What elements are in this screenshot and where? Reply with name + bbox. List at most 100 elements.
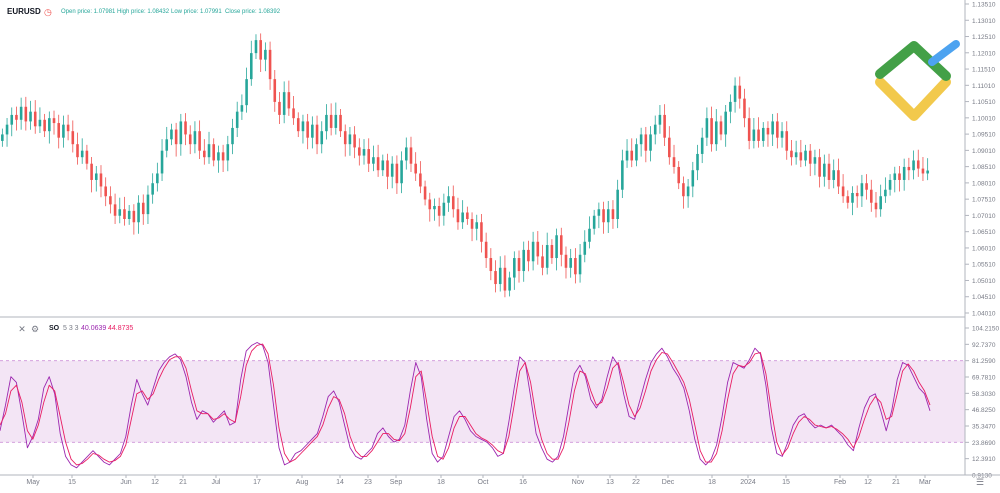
candle-body <box>480 222 483 242</box>
time-tick-label: Jul <box>212 479 221 486</box>
candle-body <box>85 150 89 164</box>
candle-body <box>559 235 563 255</box>
open-price: Open price: 1.07981 <box>61 9 116 15</box>
candle-body <box>231 127 234 145</box>
candle-body <box>217 152 220 161</box>
price-tick-label: 1.12510 <box>972 34 996 41</box>
candle-body <box>677 166 681 184</box>
candle-body <box>513 258 516 278</box>
price-tick-label: 1.04510 <box>972 294 996 301</box>
candle-body <box>381 160 385 171</box>
symbol-label[interactable]: EURUSD <box>7 7 41 16</box>
candle-body <box>165 139 169 151</box>
candle-body <box>123 209 126 219</box>
candle-body <box>733 85 737 102</box>
time-tick-label: 21 <box>179 479 187 486</box>
price-tick-label: 1.06010 <box>972 245 996 252</box>
price-tick-label: 1.10010 <box>972 115 996 122</box>
indicator-name[interactable]: SO <box>49 325 60 332</box>
indicator-tick-label: 46.8250 <box>972 407 996 414</box>
candle-body <box>390 163 394 177</box>
high-price: High price: 1.08432 <box>117 9 170 15</box>
price-tick-label: 1.11510 <box>972 67 995 74</box>
candle-body <box>174 129 178 145</box>
candle-body <box>522 249 526 272</box>
close-price: Close price: 1.08392 <box>225 9 281 15</box>
gear-icon[interactable]: ⚙ <box>30 324 40 334</box>
candle-body <box>170 129 173 140</box>
candle-body <box>353 134 356 148</box>
candle-body <box>635 144 638 161</box>
candle-body <box>118 209 122 216</box>
candle-body <box>240 105 244 112</box>
candle-body <box>423 186 427 200</box>
candle-body <box>362 149 366 156</box>
time-tick-label: 18 <box>708 479 716 486</box>
candle-body <box>156 173 159 184</box>
indicator-tick-label: 0.9130 <box>972 473 992 480</box>
candle-body <box>207 144 211 158</box>
candle-body <box>193 131 197 145</box>
candle-body <box>245 79 248 106</box>
price-tick-label: 1.10510 <box>972 99 996 106</box>
candle-body <box>616 189 619 219</box>
candle-body <box>503 267 507 291</box>
candle-body <box>249 53 253 80</box>
candle-body <box>860 183 864 197</box>
candle-body <box>592 215 596 229</box>
candle-body <box>832 170 836 180</box>
time-tick-label: 12 <box>151 479 159 486</box>
time-tick-label: 13 <box>606 479 614 486</box>
candle-body <box>151 183 154 195</box>
close-icon[interactable]: ✕ <box>18 324 26 334</box>
candle-body <box>719 121 723 135</box>
candle-body <box>790 150 793 158</box>
candle-body <box>71 131 75 145</box>
candle-body <box>489 258 493 272</box>
alert-clock-icon[interactable]: ◷ <box>44 7 52 17</box>
candle-body <box>278 101 281 115</box>
candle-body <box>606 209 610 223</box>
candle-body <box>527 249 530 262</box>
candle-body <box>747 118 751 141</box>
candle-body <box>334 114 338 128</box>
price-tick-label: 1.07010 <box>972 213 996 220</box>
time-tick-label: Feb <box>834 479 846 486</box>
time-tick-label: 21 <box>892 479 900 486</box>
candle-body <box>287 92 291 109</box>
candle-body <box>386 160 389 177</box>
candle-body <box>282 92 286 115</box>
stochastic-d-line <box>0 343 931 466</box>
time-tick-label: 14 <box>336 479 344 486</box>
candle-body <box>583 241 587 255</box>
candle-body <box>447 196 450 203</box>
candle-body <box>705 118 709 138</box>
candle-body <box>466 212 469 219</box>
time-tick-label: 18 <box>437 479 445 486</box>
time-tick-label: 23 <box>364 479 372 486</box>
indicator-legend: SO 5 3 3 40.0639 44.8735 <box>0 322 300 338</box>
candle-body <box>456 209 460 223</box>
indicator-tick-label: 12.3910 <box>972 456 996 463</box>
candle-body <box>90 163 93 180</box>
time-tick-label: 15 <box>782 479 790 486</box>
candle-body <box>714 121 718 145</box>
indicator-tick-label: 104.2150 <box>972 326 999 333</box>
candle-body <box>33 111 37 127</box>
candle-body <box>62 124 65 138</box>
time-tick-label: 22 <box>632 479 640 486</box>
candle-body <box>419 173 422 187</box>
scale-settings-icon[interactable]: ☰ <box>976 477 985 487</box>
candle-body <box>602 209 605 223</box>
candle-body <box>761 127 765 141</box>
time-tick-label: Dec <box>662 479 675 486</box>
indicator-k-value: 40.0639 <box>81 325 107 332</box>
candle-body <box>508 277 511 291</box>
indicator-params: 5 3 3 <box>63 325 79 332</box>
candle-body <box>404 147 408 161</box>
time-tick-label: 12 <box>864 479 872 486</box>
time-tick-label: Nov <box>572 479 585 486</box>
candle-body <box>358 147 361 156</box>
